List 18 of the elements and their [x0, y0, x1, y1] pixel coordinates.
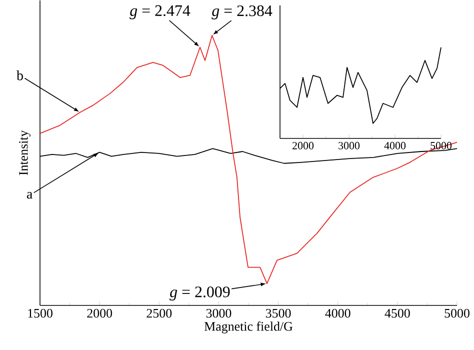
y-axis-title: Intensity [19, 130, 30, 175]
annotation: g = 2.384 [212, 5, 272, 20]
x-tick-label: 2500 [146, 308, 172, 318]
x-tick-label: 2000 [292, 142, 314, 150]
x-tick-label: 3000 [206, 308, 232, 318]
x-tick-label: 3000 [338, 142, 360, 150]
x-tick-label: 1500 [28, 308, 52, 318]
text: b [16, 70, 23, 80]
x-tick-label: 5000 [444, 308, 470, 318]
annotation: g = 2.474 [130, 5, 190, 20]
x-axis-title: Magnetic field/G [204, 321, 293, 334]
x-tick-label: 3500 [266, 308, 291, 318]
annotation: g = 2.009 [170, 286, 230, 300]
x-tick-label: 4000 [325, 308, 350, 318]
x-tick-label: 4500 [384, 308, 410, 318]
text: a [26, 192, 32, 198]
x-tick-label: 2000 [87, 308, 112, 318]
x-tick-label: 4000 [384, 142, 406, 150]
